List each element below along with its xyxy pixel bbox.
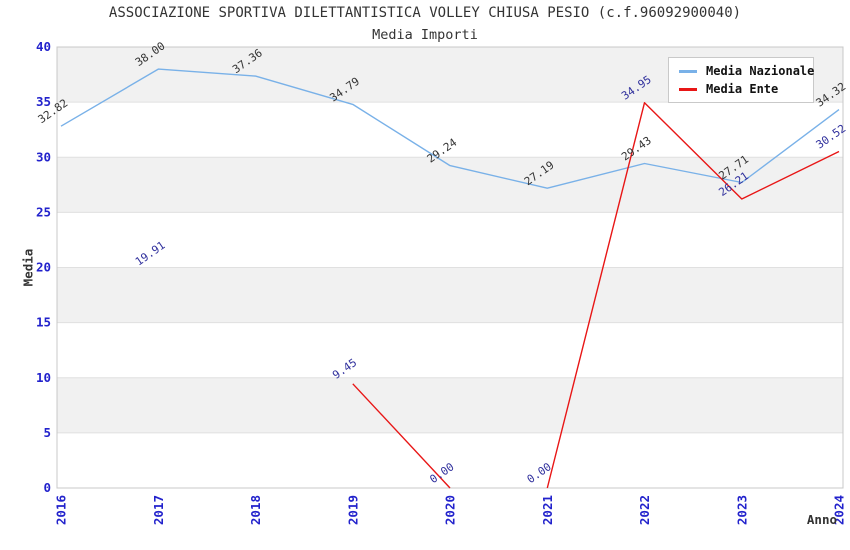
legend-item-media-ente: Media Ente <box>679 82 813 96</box>
x-tick-label: 2017 <box>151 495 166 525</box>
y-tick-label: 35 <box>36 94 51 109</box>
grid-band <box>57 377 843 433</box>
y-tick-label: 10 <box>36 370 51 385</box>
y-tick-label: 40 <box>36 39 51 54</box>
x-tick-label: 2022 <box>637 495 652 525</box>
x-tick-label: 2018 <box>248 495 263 525</box>
y-tick-label: 15 <box>36 315 51 330</box>
legend-label: Media Ente <box>706 82 779 96</box>
y-tick-label: 0 <box>43 480 51 495</box>
series-line-media-nazionale <box>60 68 840 189</box>
legend-item-media-nazionale: Media Nazionale <box>679 64 815 78</box>
legend-swatch-media-nazionale <box>679 69 697 73</box>
y-tick-label: 30 <box>36 149 51 164</box>
chart-subtitle: Media Importi <box>372 27 478 43</box>
grid-band <box>57 157 843 213</box>
series-line-media-ente <box>352 383 451 489</box>
series-line-media-ente <box>546 101 840 489</box>
legend: Media Nazionale Media Ente <box>668 57 814 103</box>
x-tick-label: 2023 <box>734 495 749 525</box>
x-axis-title: Anno <box>806 512 837 527</box>
y-axis-title: Media <box>20 248 36 287</box>
x-tick-label: 2016 <box>54 495 69 525</box>
legend-label: Media Nazionale <box>706 64 815 78</box>
x-tick-label: 2020 <box>443 495 458 525</box>
x-tick-label: 2021 <box>540 495 555 525</box>
y-tick-label: 20 <box>36 260 51 275</box>
legend-swatch-media-ente <box>679 87 697 91</box>
x-tick-label: 2024 <box>832 495 847 525</box>
y-tick-label: 25 <box>36 204 51 219</box>
data-label: 0.00 <box>427 460 456 486</box>
x-tick-label: 2019 <box>345 495 360 525</box>
grid-band <box>57 267 843 323</box>
data-label: 19.91 <box>133 239 168 269</box>
y-tick-label: 5 <box>43 425 51 440</box>
chart-title: ASSOCIAZIONE SPORTIVA DILETTANTISTICA VO… <box>108 5 742 21</box>
